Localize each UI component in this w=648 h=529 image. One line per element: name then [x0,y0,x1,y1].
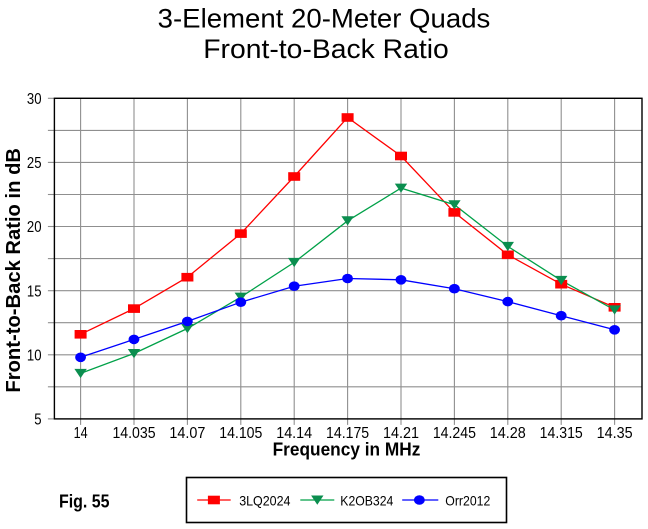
svg-text:14.21: 14.21 [383,425,419,442]
svg-text:Fig. 55: Fig. 55 [59,491,110,511]
svg-text:Frequency in MHz: Frequency in MHz [273,440,421,460]
svg-text:14: 14 [74,425,88,442]
svg-text:10: 10 [27,347,42,364]
svg-text:Front-to-Back Ratio: Front-to-Back Ratio [203,34,449,64]
svg-text:Orr2012: Orr2012 [445,492,490,508]
svg-text:20: 20 [27,219,42,236]
svg-text:15: 15 [27,283,42,300]
svg-text:3-Element 20-Meter Quads: 3-Element 20-Meter Quads [158,4,491,34]
svg-text:14.14: 14.14 [276,425,312,442]
svg-text:3LQ2024: 3LQ2024 [239,492,290,508]
svg-text:5: 5 [34,412,41,429]
svg-text:30: 30 [27,91,42,108]
svg-text:14.35: 14.35 [597,425,633,442]
svg-text:14.175: 14.175 [326,425,369,442]
svg-text:25: 25 [27,155,42,172]
svg-text:14.105: 14.105 [219,425,262,442]
svg-text:14.07: 14.07 [169,425,205,442]
svg-text:14.315: 14.315 [540,425,583,442]
svg-text:K2OB324: K2OB324 [340,492,393,508]
svg-text:14.035: 14.035 [112,425,155,442]
svg-text:14.245: 14.245 [433,425,476,442]
svg-text:Front-to-Back Ratio in dB: Front-to-Back Ratio in dB [3,148,25,393]
svg-text:14.28: 14.28 [490,425,526,442]
